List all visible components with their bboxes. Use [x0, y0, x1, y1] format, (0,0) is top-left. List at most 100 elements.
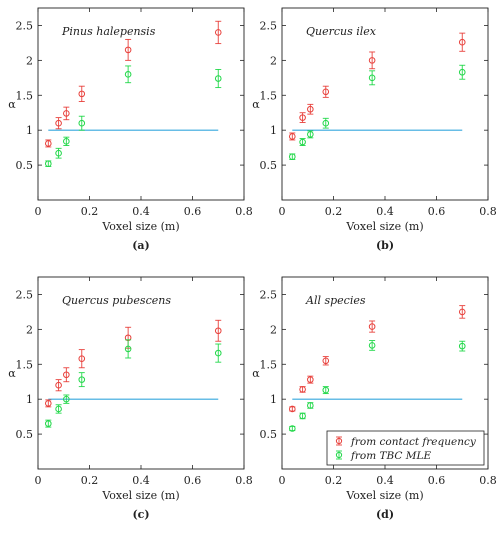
data-point-red — [289, 133, 296, 140]
data-point-green — [289, 425, 296, 432]
x-axis-label: Voxel size (m) — [345, 489, 423, 502]
data-point-red — [124, 46, 132, 54]
y-tick-label: 2 — [26, 323, 33, 336]
x-tick-label: 0.8 — [479, 474, 497, 487]
panel-3: 0 0.2 0.4 0.6 0.8 0.5 1 1.5 2 2.5 Quercus pubescen… — [8, 276, 253, 521]
y-tick-label: 2.5 — [16, 19, 34, 32]
y-tick-label: 1.5 — [16, 358, 34, 371]
data-point-green — [322, 119, 330, 127]
data-point-green — [307, 402, 314, 409]
x-axis-label: Voxel size (m) — [101, 220, 179, 233]
data-point-green — [78, 119, 86, 127]
data-point-green — [458, 342, 466, 350]
y-tick-label: 2 — [270, 323, 277, 336]
panel-title: All species — [305, 294, 366, 307]
data-point-red — [214, 29, 222, 36]
data-point-green — [368, 342, 376, 349]
y-tick-label: 1.5 — [260, 358, 278, 371]
data-point-green — [63, 395, 70, 403]
data-point-red — [299, 114, 306, 121]
data-point-green — [78, 376, 86, 383]
data-point-green — [322, 386, 330, 394]
data-point-red — [78, 355, 86, 362]
y-axis-label: α — [252, 98, 260, 111]
panel-letter: (b) — [376, 239, 394, 252]
data-point-green — [214, 349, 222, 357]
data-point-green — [45, 420, 52, 427]
x-tick-label: 0.8 — [235, 205, 253, 218]
panel-1: 0 0.2 0.4 0.6 0.8 0.5 1 1.5 2 2.5 Pinus halepensis… — [8, 7, 253, 252]
x-tick-label: 0 — [35, 205, 42, 218]
panel-letter: (a) — [132, 239, 150, 252]
y-tick-label: 0.5 — [260, 159, 278, 172]
x-tick-label: 0 — [279, 205, 286, 218]
panel-letter: (c) — [132, 508, 149, 521]
panel-title: Quercus pubescens — [62, 294, 171, 307]
data-point-green — [307, 131, 314, 138]
x-tick-label: 0.8 — [235, 474, 253, 487]
y-tick-label: 2.5 — [260, 19, 278, 32]
x-tick-label: 0.6 — [184, 205, 202, 218]
y-axis-label: α — [252, 367, 260, 380]
y-tick-label: 1 — [26, 393, 33, 406]
data-point-green — [124, 71, 132, 78]
legend-marker-red — [335, 437, 343, 445]
x-tick-label: 0.2 — [325, 205, 343, 218]
data-point-red — [63, 110, 70, 117]
data-point-green — [214, 75, 222, 82]
x-axis-label: Voxel size (m) — [345, 220, 423, 233]
data-point-green — [45, 160, 52, 167]
y-tick-label: 1.5 — [16, 89, 34, 102]
data-point-green — [299, 138, 306, 146]
data-point-red — [289, 405, 296, 413]
data-point-green — [368, 74, 376, 82]
panel-title: Quercus ilex — [306, 25, 377, 38]
x-tick-label: 0 — [35, 474, 42, 487]
data-point-red — [45, 140, 52, 147]
y-tick-label: 0.5 — [260, 428, 278, 441]
data-point-red — [45, 400, 52, 407]
data-point-red — [368, 323, 376, 330]
panel-title: Pinus halepensis — [61, 25, 156, 38]
x-tick-label: 0.6 — [184, 474, 202, 487]
data-point-green — [55, 405, 62, 413]
data-point-green — [458, 68, 466, 76]
panel-4: 0 0.2 0.4 0.6 0.8 0.5 1 1.5 2 2.5 All species Voxel… — [252, 276, 497, 521]
x-tick-label: 0.4 — [132, 474, 150, 487]
x-tick-label: 0.8 — [479, 205, 497, 218]
x-tick-label: 0.4 — [132, 205, 150, 218]
data-point-red — [322, 357, 330, 365]
y-axis-label: α — [8, 98, 16, 111]
x-tick-label: 0.4 — [376, 205, 394, 218]
x-axis-label: Voxel size (m) — [101, 489, 179, 502]
data-point-red — [322, 88, 330, 96]
legend: from contact frequency from TBC MLE — [326, 430, 485, 466]
y-tick-label: 2 — [270, 54, 277, 67]
legend-marker-green — [335, 451, 343, 459]
y-tick-label: 1.5 — [260, 89, 278, 102]
data-point-red — [55, 381, 62, 389]
y-tick-label: 2.5 — [260, 288, 278, 301]
x-tick-label: 0.4 — [376, 474, 394, 487]
y-tick-label: 1 — [270, 124, 277, 137]
data-point-green — [124, 345, 132, 353]
panel-letter: (d) — [376, 508, 394, 521]
x-tick-label: 0.6 — [428, 474, 446, 487]
x-tick-label: 0.2 — [81, 474, 99, 487]
x-tick-label: 0.2 — [325, 474, 343, 487]
data-point-red — [78, 90, 86, 98]
data-point-red — [299, 386, 306, 393]
x-tick-label: 0.6 — [428, 205, 446, 218]
data-point-green — [63, 138, 70, 145]
data-point-green — [299, 412, 306, 420]
x-tick-label: 0 — [279, 474, 286, 487]
y-tick-label: 0.5 — [16, 428, 34, 441]
data-point-red — [307, 376, 314, 383]
y-tick-label: 0.5 — [16, 159, 34, 172]
data-point-green — [55, 149, 62, 157]
x-tick-label: 0.2 — [81, 205, 99, 218]
data-point-red — [307, 105, 314, 113]
data-point-red — [214, 327, 222, 335]
data-point-red — [458, 308, 466, 316]
